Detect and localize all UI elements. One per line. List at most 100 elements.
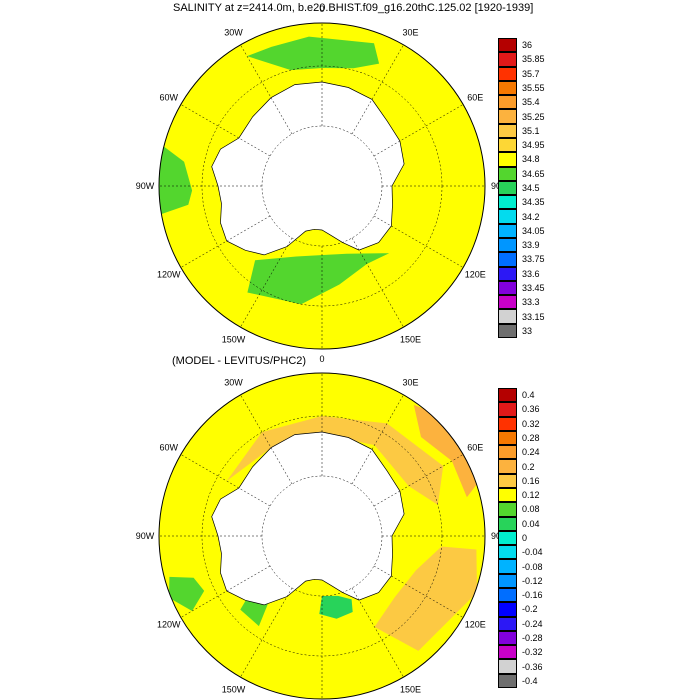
colorbar-label: 0.04 bbox=[522, 518, 540, 529]
colorbar-swatch bbox=[498, 559, 517, 574]
colorbar-label: 33.3 bbox=[522, 297, 540, 308]
colorbar-swatch bbox=[498, 573, 517, 588]
colorbar-swatch bbox=[498, 223, 517, 238]
figure-title: SALINITY at z=2414.0m, b.e20.BHIST.f09_g… bbox=[173, 2, 534, 14]
colorbar-label: -0.36 bbox=[522, 661, 543, 672]
colorbar-swatch bbox=[498, 473, 517, 488]
longitude-label: 60W bbox=[159, 93, 178, 103]
fresh-water-patch bbox=[159, 142, 193, 215]
longitude-label: 120W bbox=[157, 620, 181, 630]
map-boundary bbox=[158, 372, 486, 700]
colorbar-label: 33.15 bbox=[522, 311, 545, 322]
colorbar-label: 34.2 bbox=[522, 211, 540, 222]
colorbar-swatch bbox=[498, 295, 517, 310]
colorbar-label: -0.12 bbox=[522, 575, 543, 586]
colorbar-swatch bbox=[498, 659, 517, 674]
longitude-label: 0 bbox=[319, 354, 324, 364]
colorbar-swatch bbox=[498, 266, 517, 281]
colorbar-swatch bbox=[498, 502, 517, 517]
colorbar-swatch bbox=[498, 602, 517, 617]
meridian-line bbox=[373, 565, 464, 618]
longitude-label: 120E bbox=[465, 620, 486, 630]
colorbar-label: 35.25 bbox=[522, 111, 545, 122]
longitude-label: 60W bbox=[159, 443, 178, 453]
meridian-line bbox=[373, 215, 464, 268]
longitude-label: 150W bbox=[222, 684, 246, 694]
meridian-line bbox=[180, 104, 271, 157]
colorbar-swatch bbox=[498, 252, 517, 267]
colorbar-swatch bbox=[498, 152, 517, 167]
colorbar-label: 33.45 bbox=[522, 283, 545, 293]
colorbar-swatch bbox=[498, 323, 517, 338]
colorbar-label: 0.4 bbox=[522, 390, 535, 401]
colorbar-swatch bbox=[498, 109, 517, 124]
colorbar-swatch bbox=[498, 416, 517, 431]
colorbar-label: 34.65 bbox=[522, 168, 545, 179]
meridian-line bbox=[351, 394, 404, 485]
colorbar-label: 0.12 bbox=[522, 490, 540, 501]
colorbar-label: 34.05 bbox=[522, 225, 545, 236]
meridian-line bbox=[351, 237, 404, 328]
colorbar-label: 35.85 bbox=[522, 54, 545, 65]
colorbar-label: 0.2 bbox=[522, 461, 535, 472]
longitude-label: 60E bbox=[467, 93, 483, 103]
colorbar-label: 34.95 bbox=[522, 140, 545, 151]
colorbar-swatch bbox=[498, 645, 517, 660]
colorbar-swatch bbox=[498, 180, 517, 196]
colorbar-label: 35.1 bbox=[522, 125, 540, 136]
map-boundary bbox=[158, 22, 486, 350]
colorbar-swatch bbox=[498, 588, 517, 603]
longitude-label: 150E bbox=[400, 334, 421, 344]
positive-anomaly-region bbox=[374, 546, 477, 651]
meridian-line bbox=[240, 44, 293, 135]
colorbar-label: 33.75 bbox=[522, 254, 545, 265]
negative-anomaly-region bbox=[169, 576, 205, 611]
positive-anomaly-region bbox=[226, 416, 444, 505]
colorbar-swatch bbox=[498, 38, 517, 53]
colorbar-label: -0.28 bbox=[522, 633, 543, 643]
colorbar-swatch bbox=[498, 66, 517, 81]
colorbar-swatch bbox=[498, 616, 517, 631]
meridian-line bbox=[351, 44, 404, 135]
colorbar-swatch bbox=[498, 673, 517, 688]
longitude-label: 60E bbox=[467, 443, 483, 453]
colorbar-swatch bbox=[498, 309, 517, 324]
meridian-line bbox=[351, 587, 404, 678]
colorbar-label: 36 bbox=[522, 40, 533, 51]
meridian-line bbox=[180, 565, 271, 618]
colorbar-label: -0.4 bbox=[522, 675, 538, 686]
longitude-label: 30E bbox=[402, 378, 418, 388]
colorbar-label: -0.2 bbox=[522, 604, 538, 615]
meridian-line bbox=[180, 454, 271, 507]
colorbar-swatch bbox=[498, 445, 517, 460]
colorbar-label: -0.24 bbox=[522, 618, 543, 629]
colorbar-swatch bbox=[498, 630, 517, 646]
colorbar-label: 34.8 bbox=[522, 154, 540, 165]
colorbar-label: -0.04 bbox=[522, 547, 543, 558]
meridian-line bbox=[240, 237, 293, 328]
colorbar-label: 0.24 bbox=[522, 447, 540, 458]
difference-colorbar: 0.4 0.36 0.32 0.28 0.24 0.2 0.16 0.12 0.08 0.04 0 -… bbox=[498, 388, 558, 688]
colorbar-swatch bbox=[498, 238, 517, 253]
colorbar-label: -0.16 bbox=[522, 590, 543, 601]
salinity-colorbar: 36 35.85 35.7 35.55 35.4 35.25 35.1 34.95 34.8 34… bbox=[498, 38, 558, 338]
colorbar-swatch bbox=[498, 95, 517, 110]
colorbar-swatch bbox=[498, 402, 517, 417]
colorbar-label: 0.36 bbox=[522, 404, 540, 415]
colorbar-swatch bbox=[498, 430, 517, 446]
colorbar-swatch bbox=[498, 388, 517, 403]
colorbar-label: 0.32 bbox=[522, 418, 540, 429]
colorbar-swatch bbox=[498, 488, 517, 503]
colorbar-label: 33.9 bbox=[522, 240, 540, 251]
longitude-label: 30W bbox=[224, 28, 243, 38]
colorbar-swatch bbox=[498, 209, 517, 224]
colorbar-label: 34.5 bbox=[522, 183, 540, 193]
salinity-polar-map: 030E60E90E120E150E180150W120W90W60W30W bbox=[136, 4, 507, 350]
colorbar-label: 0.08 bbox=[522, 504, 540, 515]
longitude-label: 150W bbox=[222, 334, 246, 344]
longitude-label: 90W bbox=[136, 531, 155, 541]
colorbar-label: 35.4 bbox=[522, 97, 540, 108]
meridian-line bbox=[240, 587, 293, 678]
colorbar-label: 33.6 bbox=[522, 268, 540, 279]
meridian-line bbox=[373, 454, 464, 507]
